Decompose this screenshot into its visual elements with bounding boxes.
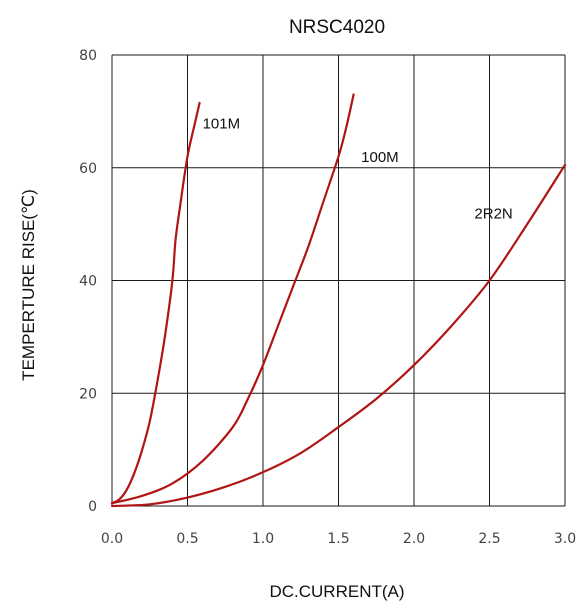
y-tick-label: 60 <box>79 161 97 177</box>
series-label-100m: 100M <box>361 149 399 166</box>
series-label-2r2n: 2R2N <box>474 205 512 222</box>
x-tick-label: 2.0 <box>403 531 425 547</box>
y-tick-label: 20 <box>79 386 97 402</box>
y-tick-label: 80 <box>79 48 97 64</box>
y-tick-label: 0 <box>88 499 97 515</box>
series-line-101m <box>110 101 201 505</box>
x-tick-label: 0.0 <box>101 531 123 547</box>
x-tick-label: 2.5 <box>478 531 500 547</box>
series-labels: 101M 100M 2R2N <box>203 115 513 222</box>
grid <box>111 54 566 507</box>
series-line-100m <box>110 93 355 505</box>
series-line-2r2n <box>110 163 567 508</box>
tick-labels: 0.0 0.5 1.0 1.5 2.0 2.5 3.0 0 20 40 60 80 <box>79 48 576 547</box>
x-tick-label: 1.0 <box>252 531 274 547</box>
x-tick-label: 3.0 <box>554 531 576 547</box>
series-lines <box>110 93 567 508</box>
x-axis-label: DC.CURRENT(A) <box>269 582 404 601</box>
x-tick-label: 0.5 <box>176 531 198 547</box>
chart-title: NRSC4020 <box>289 17 385 38</box>
y-tick-label: 40 <box>79 274 97 290</box>
series-label-101m: 101M <box>203 115 241 132</box>
y-axis-label: TEMPERTURE RISE(℃) <box>19 189 38 381</box>
x-tick-label: 1.5 <box>327 531 349 547</box>
